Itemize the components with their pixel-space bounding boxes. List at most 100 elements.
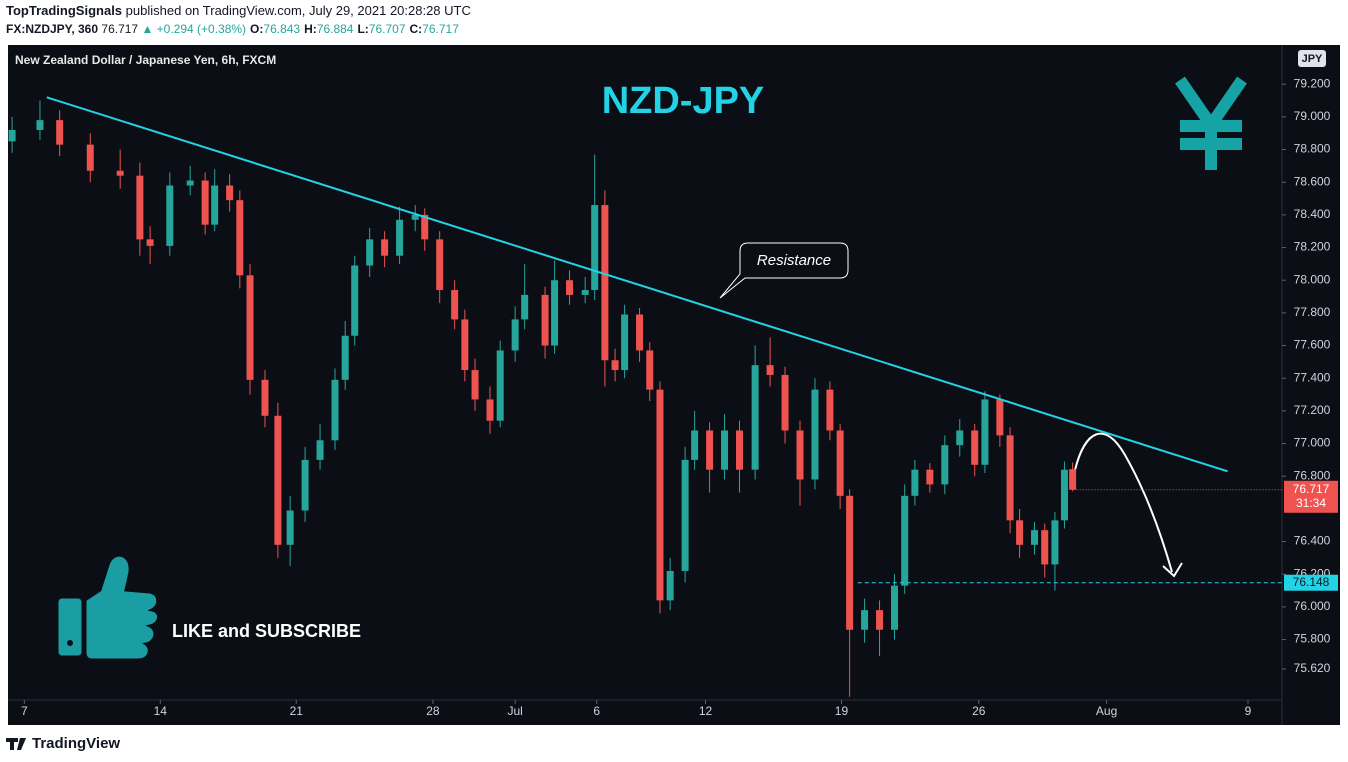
candle — [591, 154, 599, 300]
candle — [411, 205, 419, 232]
y-tick-label: 78.400 — [1294, 207, 1331, 221]
candle — [691, 410, 699, 470]
symbol: FX:NZDJPY, 360 — [6, 22, 98, 36]
candle-body — [541, 294, 549, 346]
candle-body — [341, 335, 349, 380]
candle-body — [735, 430, 743, 470]
candle — [201, 172, 209, 235]
y-tick-label: 75.620 — [1294, 661, 1331, 675]
thumb-cuff — [55, 595, 85, 659]
yen-icon — [1175, 76, 1247, 170]
candle-body — [901, 495, 909, 586]
candle — [331, 368, 339, 451]
candle — [861, 598, 869, 643]
candle-body — [511, 319, 519, 351]
candle-body — [451, 290, 459, 320]
candle-body — [911, 469, 919, 496]
candle — [846, 489, 854, 697]
change: ▲ +0.294 (+0.38%) — [141, 22, 246, 36]
candle — [901, 484, 909, 594]
thumb-dot — [67, 640, 73, 646]
candle-body — [1060, 469, 1068, 521]
candle — [1016, 508, 1024, 558]
candle-body — [366, 239, 374, 266]
candle — [56, 110, 64, 157]
x-tick-label: 6 — [593, 704, 600, 718]
y-tick-label: 77.600 — [1294, 338, 1331, 352]
candle-body — [381, 239, 389, 256]
candle-body — [436, 239, 444, 291]
candle — [646, 342, 654, 402]
header-line: TopTradingSignals published on TradingVi… — [6, 3, 471, 18]
candle-body — [301, 459, 309, 511]
currency-badge: JPY — [1302, 53, 1323, 65]
y-tick-label: 75.800 — [1294, 632, 1331, 646]
candle — [236, 190, 244, 289]
thumbs-up-icon — [55, 553, 160, 662]
candle — [351, 255, 359, 346]
arrow-head — [1162, 562, 1183, 578]
candle — [541, 286, 549, 359]
candle — [136, 162, 144, 256]
candle-body — [836, 430, 844, 496]
candle — [301, 446, 309, 522]
candle-body — [811, 389, 819, 480]
y-tick-label: 77.800 — [1294, 305, 1331, 319]
candle — [581, 276, 589, 304]
candle-body — [411, 214, 419, 220]
candle — [274, 402, 282, 558]
candle — [890, 574, 898, 640]
ohlc-value: 76.843 — [263, 22, 300, 36]
candle — [1069, 462, 1077, 492]
x-tick-label: 12 — [699, 704, 713, 718]
candle — [226, 174, 234, 212]
candle — [836, 423, 844, 509]
chart-title: New Zealand Dollar / Japanese Yen, 6h, F… — [15, 53, 276, 67]
projection-arrow — [1074, 432, 1173, 573]
candle-body — [551, 280, 559, 346]
candle-body — [706, 430, 714, 470]
candle-body — [201, 180, 209, 225]
candle-body — [581, 290, 589, 295]
candle-body — [971, 430, 979, 465]
candle-body — [211, 185, 219, 225]
cta: LIKE and SUBSCRIBE — [172, 621, 361, 641]
candle — [636, 307, 644, 362]
chart-panel — [8, 45, 1340, 725]
currency-badge-box — [1298, 50, 1326, 67]
candle-body — [421, 214, 429, 240]
candle — [971, 423, 979, 477]
candle — [146, 226, 154, 264]
candle-body — [471, 370, 479, 400]
candle — [566, 270, 574, 305]
candle — [706, 422, 714, 493]
candle-body — [721, 430, 729, 470]
candle-body — [876, 610, 884, 630]
y-tick-label: 78.200 — [1294, 240, 1331, 254]
candle-body — [166, 185, 174, 246]
candle — [261, 370, 269, 428]
candle-body — [56, 120, 64, 145]
candle — [621, 304, 629, 379]
candle-body — [1016, 520, 1024, 545]
candle-body — [1069, 469, 1077, 490]
last-price-box — [1284, 480, 1338, 513]
candle — [8, 116, 16, 153]
candle — [926, 463, 934, 493]
candle — [486, 386, 494, 434]
thumb-hand — [83, 553, 160, 662]
ohlc-label: O: — [250, 22, 263, 36]
candle-body — [751, 365, 759, 470]
last: 76.717 — [101, 22, 138, 36]
candle — [601, 190, 609, 387]
candle — [911, 459, 919, 506]
candle — [436, 231, 444, 304]
candle — [766, 337, 774, 387]
candle-body — [261, 379, 269, 416]
candle-body — [926, 469, 934, 485]
candle — [461, 309, 469, 382]
annotation: Resistance — [757, 252, 831, 269]
candle-body — [1041, 530, 1049, 565]
candle-body — [331, 379, 339, 441]
